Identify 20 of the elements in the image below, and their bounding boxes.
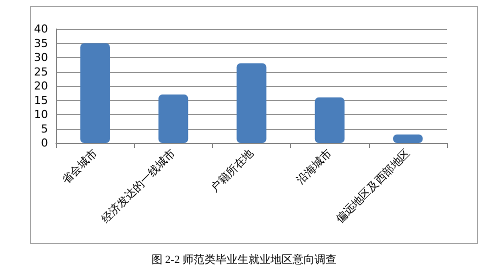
y-tick-label: 40 <box>34 22 48 36</box>
bar <box>314 97 345 143</box>
y-tick-label: 10 <box>34 108 48 121</box>
y-tick-label: 15 <box>34 94 48 107</box>
y-tick-label: 25 <box>34 65 48 78</box>
y-tick-label: 5 <box>40 122 48 136</box>
x-tick-label: 户籍所在地 <box>208 146 256 194</box>
y-tick-label: 35 <box>34 36 48 50</box>
x-tick-label: 省会城市 <box>59 146 100 187</box>
bar <box>158 94 188 143</box>
y-tick-label: 0 <box>40 136 48 150</box>
bar <box>393 134 423 143</box>
caption: 图 2-2 师范类毕业生就业地区意向调查 <box>150 253 338 267</box>
y-tick-label: 20 <box>34 80 48 92</box>
bar <box>80 43 110 143</box>
y-tick-label: 30 <box>34 51 48 64</box>
bar <box>236 63 266 143</box>
x-tick-label: 经济发达的一线城市 <box>98 146 178 226</box>
x-tick-label: 偏远地区及西部地区 <box>333 146 412 226</box>
x-tick-label: 沿海城市 <box>294 146 334 187</box>
